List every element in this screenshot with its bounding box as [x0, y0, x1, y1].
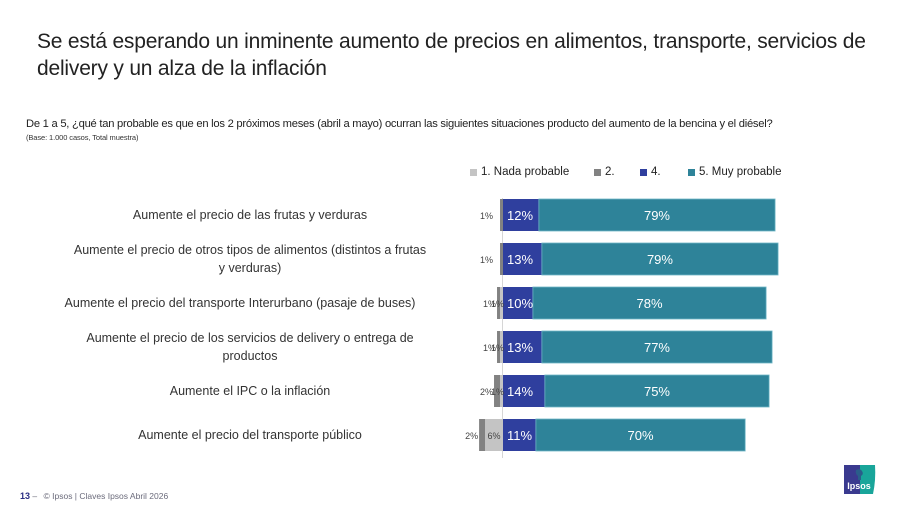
legend-item-muy-probable: 5. Muy probable: [688, 166, 781, 178]
bar-segment-2: [500, 199, 503, 231]
category-label: Aumente el precio de los servicios de de…: [86, 331, 414, 363]
legend-swatch-icon: [640, 168, 647, 176]
data-label-2: 1%: [483, 343, 496, 353]
data-label-muy-probable: 70%: [628, 428, 654, 443]
legend-swatch-icon: [594, 168, 601, 176]
bar-segment-4: [503, 287, 533, 319]
ipsos-logo: Ipsos: [842, 462, 876, 496]
category-label: Aumente el precio de otros tipos de alim…: [73, 243, 427, 275]
bar-segment-2: [500, 243, 503, 275]
bar-segment-muy-probable: [535, 418, 746, 452]
bar-segment-4: [503, 199, 539, 231]
bar-segment-nada-probable: [500, 331, 503, 363]
survey-question: De 1 a 5, ¿qué tan probable es que en lo…: [26, 118, 773, 130]
bar-segment-2: [497, 331, 501, 363]
bar-segment-muy-probable: [544, 374, 770, 408]
data-label-4: 13%: [507, 252, 533, 267]
legend-swatch-icon: [470, 168, 477, 176]
bar-segment-nada-probable: [500, 287, 503, 319]
zero-axis-line: [502, 198, 503, 458]
bar-segment-muy-probable: [541, 242, 779, 276]
data-label-muy-probable: 78%: [636, 296, 662, 311]
data-label-4: 11%: [507, 428, 532, 443]
data-label-muy-probable: 75%: [644, 384, 670, 399]
base-note: (Base: 1.000 casos, Total muestra): [26, 133, 139, 142]
legend-item-nada-probable: 1. Nada probable: [470, 166, 594, 178]
data-label-muy-probable: 79%: [644, 208, 670, 223]
category-label: Aumente el precio de las frutas y verdur…: [132, 208, 368, 222]
bar-segment-2: [497, 287, 501, 319]
slide-title: Se está esperando un inminente aumento d…: [37, 30, 866, 80]
bar-segment-nada-probable: [500, 375, 503, 407]
bar-segment-muy-probable: [532, 286, 767, 320]
legend-label: 4.: [651, 166, 661, 178]
data-label-4: 12%: [507, 208, 533, 223]
footer: 13 – © Ipsos | Claves Ipsos Abril 2026: [20, 491, 168, 501]
data-label-nada-probable: 1%: [491, 343, 504, 353]
data-label-nada-probable: 1%: [491, 299, 504, 309]
logo-text: Ipsos: [847, 481, 871, 491]
bar-segment-2: [494, 375, 501, 407]
ipsos-logo-icon: Ipsos: [842, 462, 876, 496]
bar-segment-4: [503, 375, 545, 407]
bar-segment-4: [503, 419, 536, 451]
page-number: 13: [20, 491, 31, 501]
bar-segment-2: [479, 419, 486, 451]
bar-segment-4: [503, 243, 542, 275]
data-label-2: 2%: [465, 431, 478, 441]
legend-swatch-icon: [688, 168, 695, 176]
data-label-nada-probable: 6%: [488, 431, 501, 441]
legend-item-2: 2.: [594, 166, 640, 178]
legend-label: 1. Nada probable: [481, 166, 570, 178]
data-label-2: 1%: [480, 211, 493, 221]
category-label: Aumente el precio del transporte público: [138, 428, 362, 442]
bar-segment-nada-probable: [485, 419, 503, 451]
bar-segment-muy-probable: [541, 330, 773, 364]
data-label-muy-probable: 79%: [647, 252, 673, 267]
data-label-2: 1%: [483, 299, 496, 309]
legend-label: 2.: [605, 166, 615, 178]
footer-separator: –: [32, 491, 38, 501]
bar-segment-4: [503, 331, 542, 363]
footer-text: © Ipsos | Claves Ipsos Abril 2026: [43, 491, 169, 501]
bar-segment-muy-probable: [538, 198, 776, 232]
category-label: Aumente el IPC o la inflación: [169, 384, 331, 398]
data-label-4: 10%: [507, 296, 533, 311]
chart-legend: 1. Nada probable 2. 4. 5. Muy probable: [470, 164, 781, 180]
data-label-muy-probable: 77%: [644, 340, 670, 355]
category-label: Aumente el precio del transporte Interur…: [64, 296, 416, 310]
legend-label: 5. Muy probable: [699, 166, 782, 178]
data-label-nada-probable: 1%: [491, 387, 504, 397]
data-label-4: 13%: [507, 340, 533, 355]
data-label-2: 1%: [480, 255, 493, 265]
data-label-2: 2%: [480, 387, 493, 397]
legend-item-4: 4.: [640, 166, 688, 178]
data-label-4: 14%: [507, 384, 533, 399]
